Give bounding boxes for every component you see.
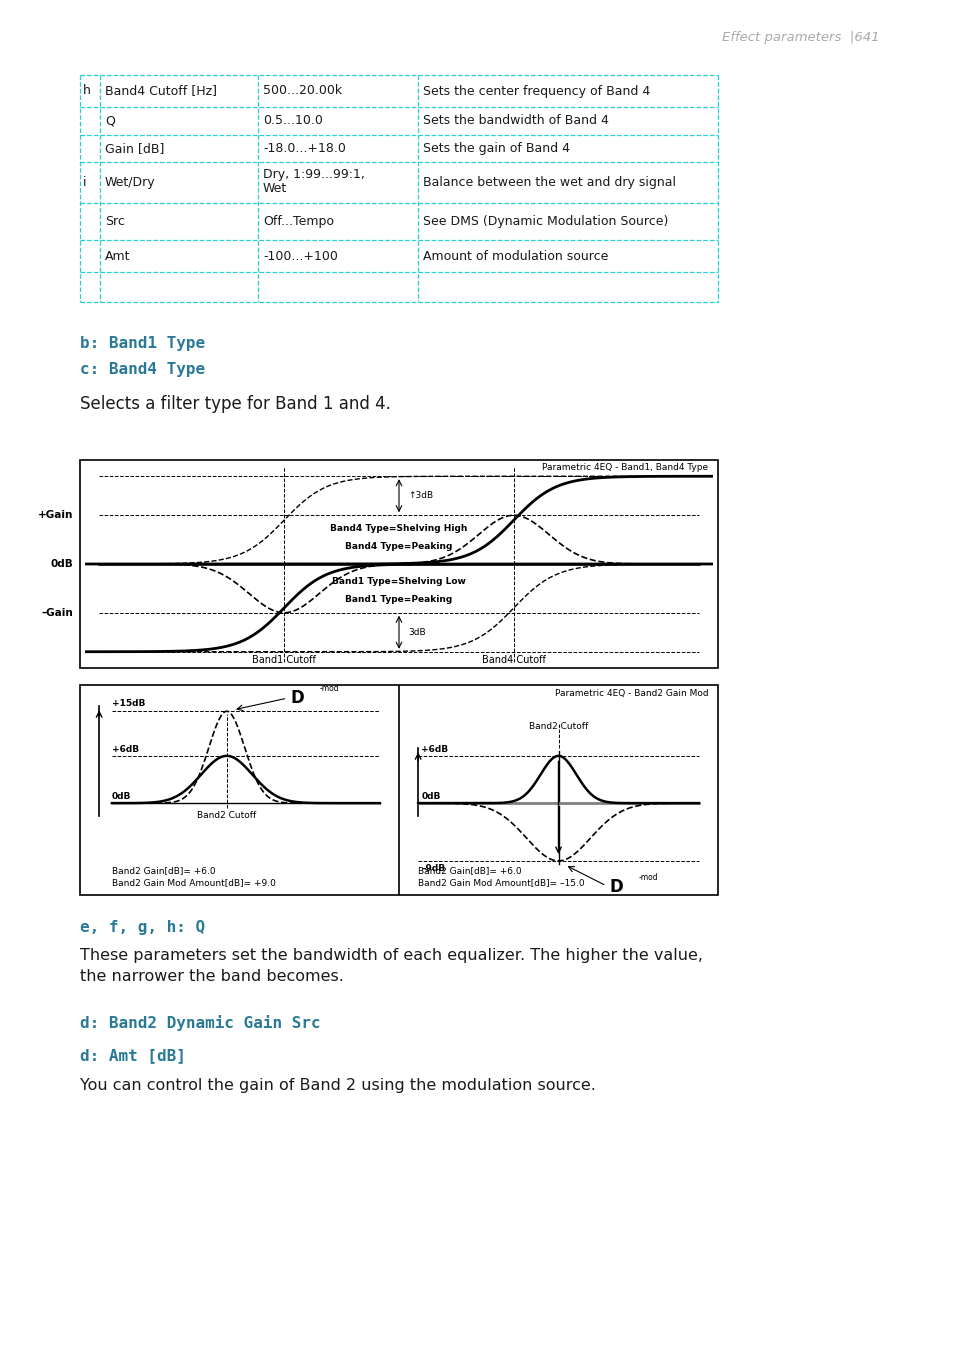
Text: e, f, g, h: Q: e, f, g, h: Q bbox=[80, 919, 205, 936]
Text: +6dB: +6dB bbox=[112, 745, 139, 754]
Text: 0dB: 0dB bbox=[112, 792, 132, 802]
Text: Amt: Amt bbox=[105, 249, 131, 263]
Text: -mod: -mod bbox=[638, 873, 658, 883]
Text: Band2 Gain[dB]= +6.0
Band2 Gain Mod Amount[dB]= –15.0: Band2 Gain[dB]= +6.0 Band2 Gain Mod Amou… bbox=[417, 867, 584, 887]
Text: d: Band2 Dynamic Gain Src: d: Band2 Dynamic Gain Src bbox=[80, 1016, 320, 1030]
Text: Balance between the wet and dry signal: Balance between the wet and dry signal bbox=[422, 176, 676, 190]
Text: These parameters set the bandwidth of each equalizer. The higher the value,
the : These parameters set the bandwidth of ea… bbox=[80, 948, 702, 984]
Text: D: D bbox=[609, 879, 622, 896]
Text: Q: Q bbox=[105, 115, 114, 127]
Bar bbox=[80, 685, 718, 895]
Text: Selects a filter type for Band 1 and 4.: Selects a filter type for Band 1 and 4. bbox=[80, 395, 391, 413]
Text: h: h bbox=[83, 84, 91, 97]
Text: 3dB: 3dB bbox=[408, 628, 426, 636]
Text: -mod: -mod bbox=[319, 684, 338, 693]
Text: -100...+100: -100...+100 bbox=[263, 249, 337, 263]
Text: Wet: Wet bbox=[263, 181, 287, 195]
Text: Wet/Dry: Wet/Dry bbox=[105, 176, 155, 190]
Text: Band1 Type=Shelving Low: Band1 Type=Shelving Low bbox=[332, 577, 465, 586]
Text: 500...20.00k: 500...20.00k bbox=[263, 84, 342, 97]
Text: Band4 Cutoff [Hz]: Band4 Cutoff [Hz] bbox=[105, 84, 216, 97]
Text: 0.5...10.0: 0.5...10.0 bbox=[263, 115, 322, 127]
Text: Effect parameters  |641: Effect parameters |641 bbox=[721, 31, 879, 45]
Text: Band2 Cutoff: Band2 Cutoff bbox=[528, 722, 587, 731]
Text: b: Band1 Type: b: Band1 Type bbox=[80, 336, 205, 351]
Text: c: Band4 Type: c: Band4 Type bbox=[80, 362, 205, 376]
Text: 0dB: 0dB bbox=[421, 792, 440, 802]
Text: D: D bbox=[291, 689, 304, 707]
Text: –9dB: –9dB bbox=[421, 864, 445, 873]
Text: d: Amt [dB]: d: Amt [dB] bbox=[80, 1048, 186, 1063]
Text: Band4 Type=Peaking: Band4 Type=Peaking bbox=[345, 542, 453, 551]
Text: Sets the bandwidth of Band 4: Sets the bandwidth of Band 4 bbox=[422, 115, 608, 127]
Bar bbox=[80, 460, 718, 668]
Text: Off...Tempo: Off...Tempo bbox=[263, 215, 334, 227]
Text: Band2 Cutoff: Band2 Cutoff bbox=[197, 811, 256, 821]
Text: i: i bbox=[83, 176, 87, 190]
Text: Band1 Cutoff: Band1 Cutoff bbox=[252, 655, 315, 665]
Text: –Gain: –Gain bbox=[42, 608, 73, 617]
Text: Dry, 1:99...99:1,: Dry, 1:99...99:1, bbox=[263, 168, 364, 181]
Text: ↑3dB: ↑3dB bbox=[408, 492, 434, 500]
Text: See DMS (Dynamic Modulation Source): See DMS (Dynamic Modulation Source) bbox=[422, 215, 668, 227]
Text: -18.0...+18.0: -18.0...+18.0 bbox=[263, 142, 346, 154]
Text: You can control the gain of Band 2 using the modulation source.: You can control the gain of Band 2 using… bbox=[80, 1078, 596, 1093]
Text: 0dB: 0dB bbox=[51, 559, 73, 569]
Text: +15dB: +15dB bbox=[112, 699, 145, 708]
Text: +6dB: +6dB bbox=[421, 745, 448, 754]
Text: Gain [dB]: Gain [dB] bbox=[105, 142, 164, 154]
Text: Sets the gain of Band 4: Sets the gain of Band 4 bbox=[422, 142, 569, 154]
Text: Band4 Cutoff: Band4 Cutoff bbox=[481, 655, 545, 665]
Text: +Gain: +Gain bbox=[38, 510, 73, 520]
Text: Amount of modulation source: Amount of modulation source bbox=[422, 249, 608, 263]
Text: Sets the center frequency of Band 4: Sets the center frequency of Band 4 bbox=[422, 84, 650, 97]
Text: Parametric 4EQ - Band1, Band4 Type: Parametric 4EQ - Band1, Band4 Type bbox=[541, 463, 708, 473]
Text: Band2 Gain[dB]= +6.0
Band2 Gain Mod Amount[dB]= +9.0: Band2 Gain[dB]= +6.0 Band2 Gain Mod Amou… bbox=[112, 867, 275, 887]
Text: Src: Src bbox=[105, 215, 125, 227]
Text: Band1 Type=Peaking: Band1 Type=Peaking bbox=[345, 596, 452, 604]
Text: Parametric 4EQ - Band2 Gain Mod: Parametric 4EQ - Band2 Gain Mod bbox=[555, 689, 708, 697]
Text: Band4 Type=Shelving High: Band4 Type=Shelving High bbox=[330, 524, 467, 532]
